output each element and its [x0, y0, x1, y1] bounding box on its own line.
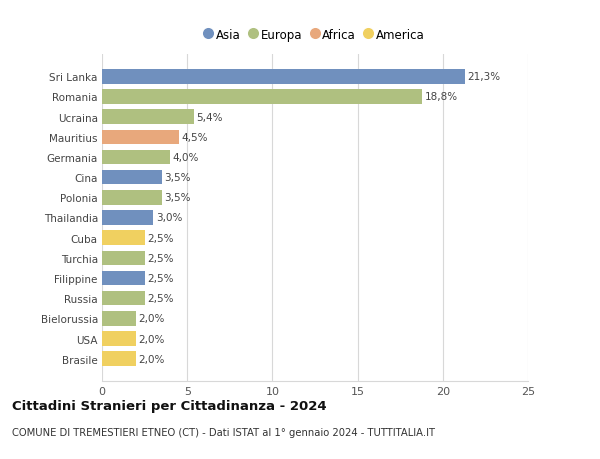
Bar	[102, 190, 161, 205]
Bar	[102, 291, 145, 306]
Text: 2,5%: 2,5%	[147, 274, 173, 283]
Bar	[102, 110, 194, 125]
Bar	[102, 211, 153, 225]
Text: 2,0%: 2,0%	[139, 334, 165, 344]
Text: 18,8%: 18,8%	[425, 92, 458, 102]
Bar	[102, 352, 136, 366]
Bar	[102, 231, 145, 246]
Bar	[102, 70, 465, 84]
Text: 2,0%: 2,0%	[139, 313, 165, 324]
Text: 5,4%: 5,4%	[197, 112, 223, 123]
Text: Cittadini Stranieri per Cittadinanza - 2024: Cittadini Stranieri per Cittadinanza - 2…	[12, 399, 326, 412]
Bar	[102, 151, 170, 165]
Text: 21,3%: 21,3%	[467, 72, 500, 82]
Text: COMUNE DI TREMESTIERI ETNEO (CT) - Dati ISTAT al 1° gennaio 2024 - TUTTITALIA.IT: COMUNE DI TREMESTIERI ETNEO (CT) - Dati …	[12, 427, 435, 437]
Bar	[102, 171, 161, 185]
Bar	[102, 311, 136, 326]
Text: 4,5%: 4,5%	[181, 133, 208, 142]
Text: 2,5%: 2,5%	[147, 294, 173, 303]
Bar	[102, 271, 145, 285]
Text: 3,5%: 3,5%	[164, 193, 191, 203]
Text: 2,0%: 2,0%	[139, 354, 165, 364]
Text: 3,0%: 3,0%	[155, 213, 182, 223]
Text: 2,5%: 2,5%	[147, 233, 173, 243]
Text: 3,5%: 3,5%	[164, 173, 191, 183]
Bar	[102, 331, 136, 346]
Legend: Asia, Europa, Africa, America: Asia, Europa, Africa, America	[202, 25, 428, 45]
Text: 2,5%: 2,5%	[147, 253, 173, 263]
Text: 4,0%: 4,0%	[173, 153, 199, 162]
Bar	[102, 90, 422, 105]
Bar	[102, 251, 145, 265]
Bar	[102, 130, 179, 145]
